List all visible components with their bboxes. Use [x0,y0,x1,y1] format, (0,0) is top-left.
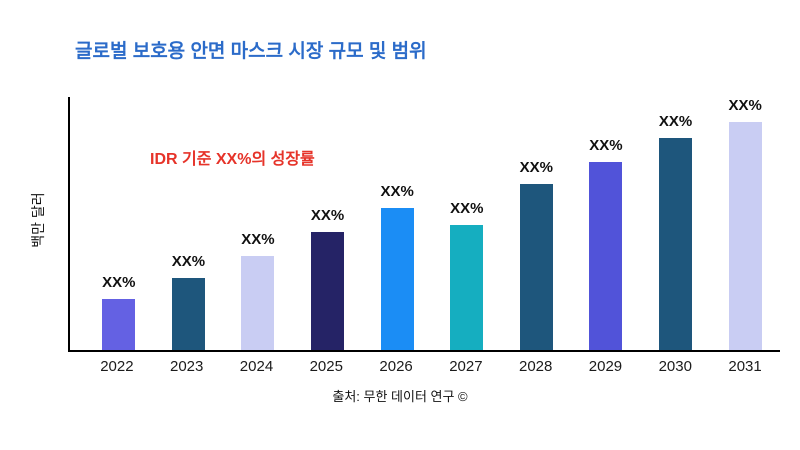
bar-value-label: XX% [380,183,414,200]
bar-group: XX% [432,97,502,350]
x-tick: 2029 [588,358,623,375]
x-tick: 2026 [379,358,413,375]
x-tick: 2027 [449,358,483,375]
bar-value-label: XX% [728,97,762,114]
x-tick: 2028 [518,358,553,375]
bar-group: XX% [502,97,572,350]
x-tick: 2022 [100,358,134,375]
plot-area: IDR 기준 XX%의 성장률 XX% XX% XX% XX% XX% XX% XX% XX%… [68,97,780,352]
y-axis-label: 백만 달러 [30,192,46,248]
bar-value-label: XX% [519,159,554,176]
bar-value-label: XX% [658,113,693,130]
x-tick: 2031 [728,358,762,375]
growth-annotation: IDR 기준 XX%의 성장률 [150,151,315,168]
bar-2028 [519,184,553,350]
bar-2023 [171,278,205,350]
x-tick: 2030 [658,358,692,375]
bars: XX% XX% XX% XX% XX% XX% XX% XX% XX% XX% [84,97,780,350]
bar-2027 [450,225,484,350]
bar-value-label: XX% [241,231,275,248]
x-tick: 2025 [309,358,343,375]
source-attribution: 출처: 무한 데이터 연구 © [332,389,468,404]
bar-2025 [311,232,345,350]
x-tick: 2024 [239,358,274,375]
bar-value-label: XX% [310,207,345,224]
bar-group: XX% [154,97,224,350]
bar-value-label: XX% [589,137,623,154]
bar-2031 [728,122,762,350]
bar-group: XX% [571,97,641,350]
bar-2022 [102,299,136,350]
bar-group: XX% [641,97,711,350]
x-tick: 2023 [170,358,204,375]
bar-group: XX% [362,97,432,350]
bar-group: XX% [223,97,293,350]
bar-2029 [589,162,623,350]
bar-group: XX% [293,97,363,350]
bar-value-label: XX% [171,253,206,270]
chart-title: 글로벌 보호용 안면 마스크 시장 규모 및 범위 [75,41,427,62]
bar-2026 [380,208,414,350]
x-axis-labels: 2022 2023 2024 2025 2026 2027 2028 2029 2030 2031 [82,358,780,375]
bar-group: XX% [710,97,780,350]
bar-value-label: XX% [102,274,136,291]
bar-value-label: XX% [450,200,484,217]
bar-group: XX% [84,97,154,350]
bar-2030 [659,138,693,350]
bar-2024 [241,256,275,350]
